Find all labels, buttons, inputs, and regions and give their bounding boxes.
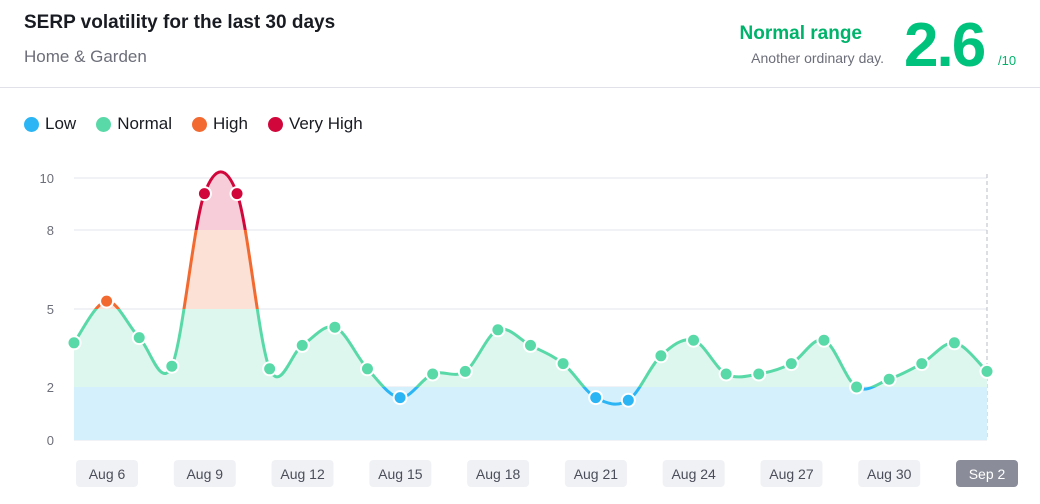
y-tick-label: 8 (47, 223, 54, 238)
x-tick-pill (760, 460, 823, 487)
x-tick-pill (76, 460, 138, 487)
legend-label-very-high: Very High (288, 114, 363, 133)
data-point (849, 379, 865, 395)
y-tick-label: 2 (47, 380, 54, 395)
range-note: Another ordinary day. (751, 50, 884, 66)
x-tick-label: Aug 9 (186, 466, 223, 482)
x-tick-label: Sep 2 (969, 466, 1006, 482)
category-subtitle: Home & Garden (24, 47, 147, 66)
x-tick-label: Aug 27 (769, 466, 814, 482)
range-label: Normal range (739, 23, 862, 44)
x-tick-pill (858, 460, 921, 487)
x-tick-label: Aug 18 (476, 466, 521, 482)
x-tick-label: Aug 6 (89, 466, 126, 482)
data-point (718, 366, 734, 382)
data-point (555, 356, 571, 372)
y-tick-label: 5 (47, 302, 54, 317)
legend-dot-low (24, 116, 39, 132)
y-tick-label: 10 (40, 171, 54, 186)
data-point (946, 335, 962, 351)
legend: Low Normal High Very High (24, 114, 363, 134)
x-tick-pill (369, 460, 432, 487)
data-point (686, 332, 702, 348)
data-point (490, 322, 506, 338)
data-point (327, 319, 343, 335)
data-point (881, 371, 897, 387)
legend-dot-very-high (267, 116, 283, 132)
header: SERP volatility for the last 30 days Hom… (0, 0, 1040, 88)
data-point (620, 392, 636, 408)
data-point (653, 348, 669, 364)
data-point (816, 332, 832, 348)
legend-item-low[interactable]: Low (24, 114, 76, 134)
legend-label-high: High (212, 114, 248, 133)
volatility-chart: 0 2 5 8 10 Aug 6 Aug 9 Aug 12 Aug 15 Aug 18 Aug 21… (40, 170, 1018, 487)
x-tick-label: Aug 30 (867, 466, 912, 482)
data-point (523, 337, 538, 353)
data-point (164, 358, 180, 374)
legend-dot-normal (96, 116, 112, 132)
legend-item-very-high[interactable]: Very High (267, 114, 363, 134)
x-tick-pill-current (956, 460, 1018, 487)
low-band-fill (74, 387, 987, 440)
x-tick-pill (564, 460, 627, 487)
data-point (262, 361, 278, 377)
chart-title: SERP volatility for the last 30 days (24, 12, 336, 33)
data-point (229, 186, 245, 202)
legend-label-low: Low (45, 114, 77, 133)
legend-item-high[interactable]: High (191, 114, 248, 134)
data-point (979, 363, 995, 379)
data-point (131, 330, 147, 346)
area-band-high (74, 230, 987, 309)
data-point (425, 366, 441, 382)
data-point (457, 363, 473, 379)
legend-label-normal: Normal (117, 114, 172, 133)
data-point (359, 361, 375, 377)
x-tick-pill (662, 460, 725, 487)
data-point (294, 337, 310, 353)
data-point (99, 293, 115, 309)
data-point (588, 390, 604, 406)
data-point (783, 356, 799, 372)
x-tick-label: Aug 21 (574, 466, 619, 482)
data-point (751, 366, 767, 382)
score-max: /10 (998, 53, 1017, 68)
x-tick-pill (173, 460, 236, 487)
x-tick-pill (271, 460, 334, 487)
legend-item-normal[interactable]: Normal (96, 114, 172, 134)
data-point (392, 390, 408, 406)
data-point (66, 335, 82, 351)
x-tick-label: Aug 24 (671, 466, 716, 482)
legend-dot-high (191, 116, 207, 132)
data-point (914, 356, 930, 372)
y-tick-label: 0 (47, 433, 54, 448)
data-point (196, 186, 212, 202)
x-tick-label: Aug 15 (378, 466, 423, 482)
x-tick-pill (467, 460, 530, 487)
volatility-score: 2.6 (904, 11, 986, 80)
x-tick-label: Aug 12 (280, 466, 325, 482)
